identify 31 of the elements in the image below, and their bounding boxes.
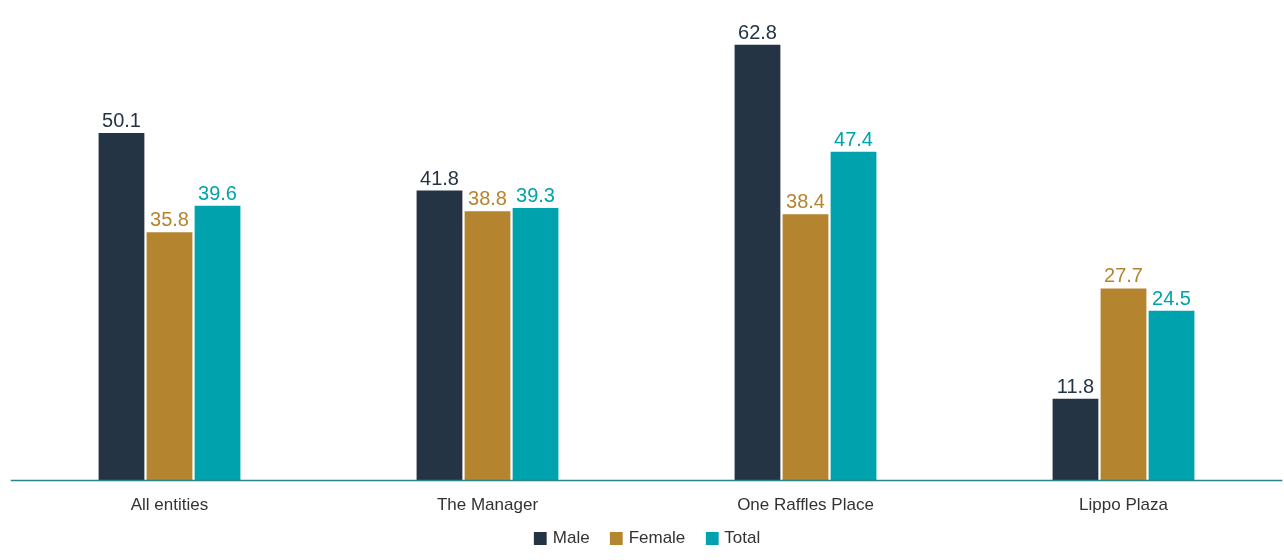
bar (194, 205, 241, 481)
bar (782, 214, 829, 481)
legend-label: Total (724, 528, 761, 548)
data-label: 27.7 (1104, 264, 1143, 287)
data-label: 38.8 (468, 187, 507, 210)
bar (1100, 288, 1147, 481)
bar (830, 151, 877, 481)
data-label: 47.4 (834, 127, 873, 150)
data-label: 39.6 (198, 181, 237, 204)
legend-label: Male (552, 528, 590, 548)
bar (416, 190, 463, 481)
data-label: 39.3 (516, 183, 555, 206)
bar (98, 132, 145, 481)
bar (464, 211, 511, 481)
x-tick-label: The Manager (436, 494, 539, 514)
bar (512, 207, 559, 481)
x-tick-label: One Raffles Place (737, 494, 874, 514)
x-tick-label: All entities (130, 494, 209, 514)
legend-label: Female (628, 528, 686, 548)
data-label: 50.1 (102, 108, 141, 131)
data-label: 24.5 (1152, 286, 1191, 309)
bar (1052, 398, 1099, 481)
bar (146, 232, 193, 481)
x-tick-label: Lippo Plaza (1079, 494, 1169, 514)
data-label: 35.8 (150, 208, 189, 231)
data-label: 38.4 (786, 190, 825, 213)
data-label: 41.8 (420, 166, 459, 189)
data-label: 62.8 (738, 20, 777, 43)
bar (734, 44, 781, 481)
data-label: 11.8 (1056, 374, 1095, 397)
bar (1148, 310, 1195, 481)
